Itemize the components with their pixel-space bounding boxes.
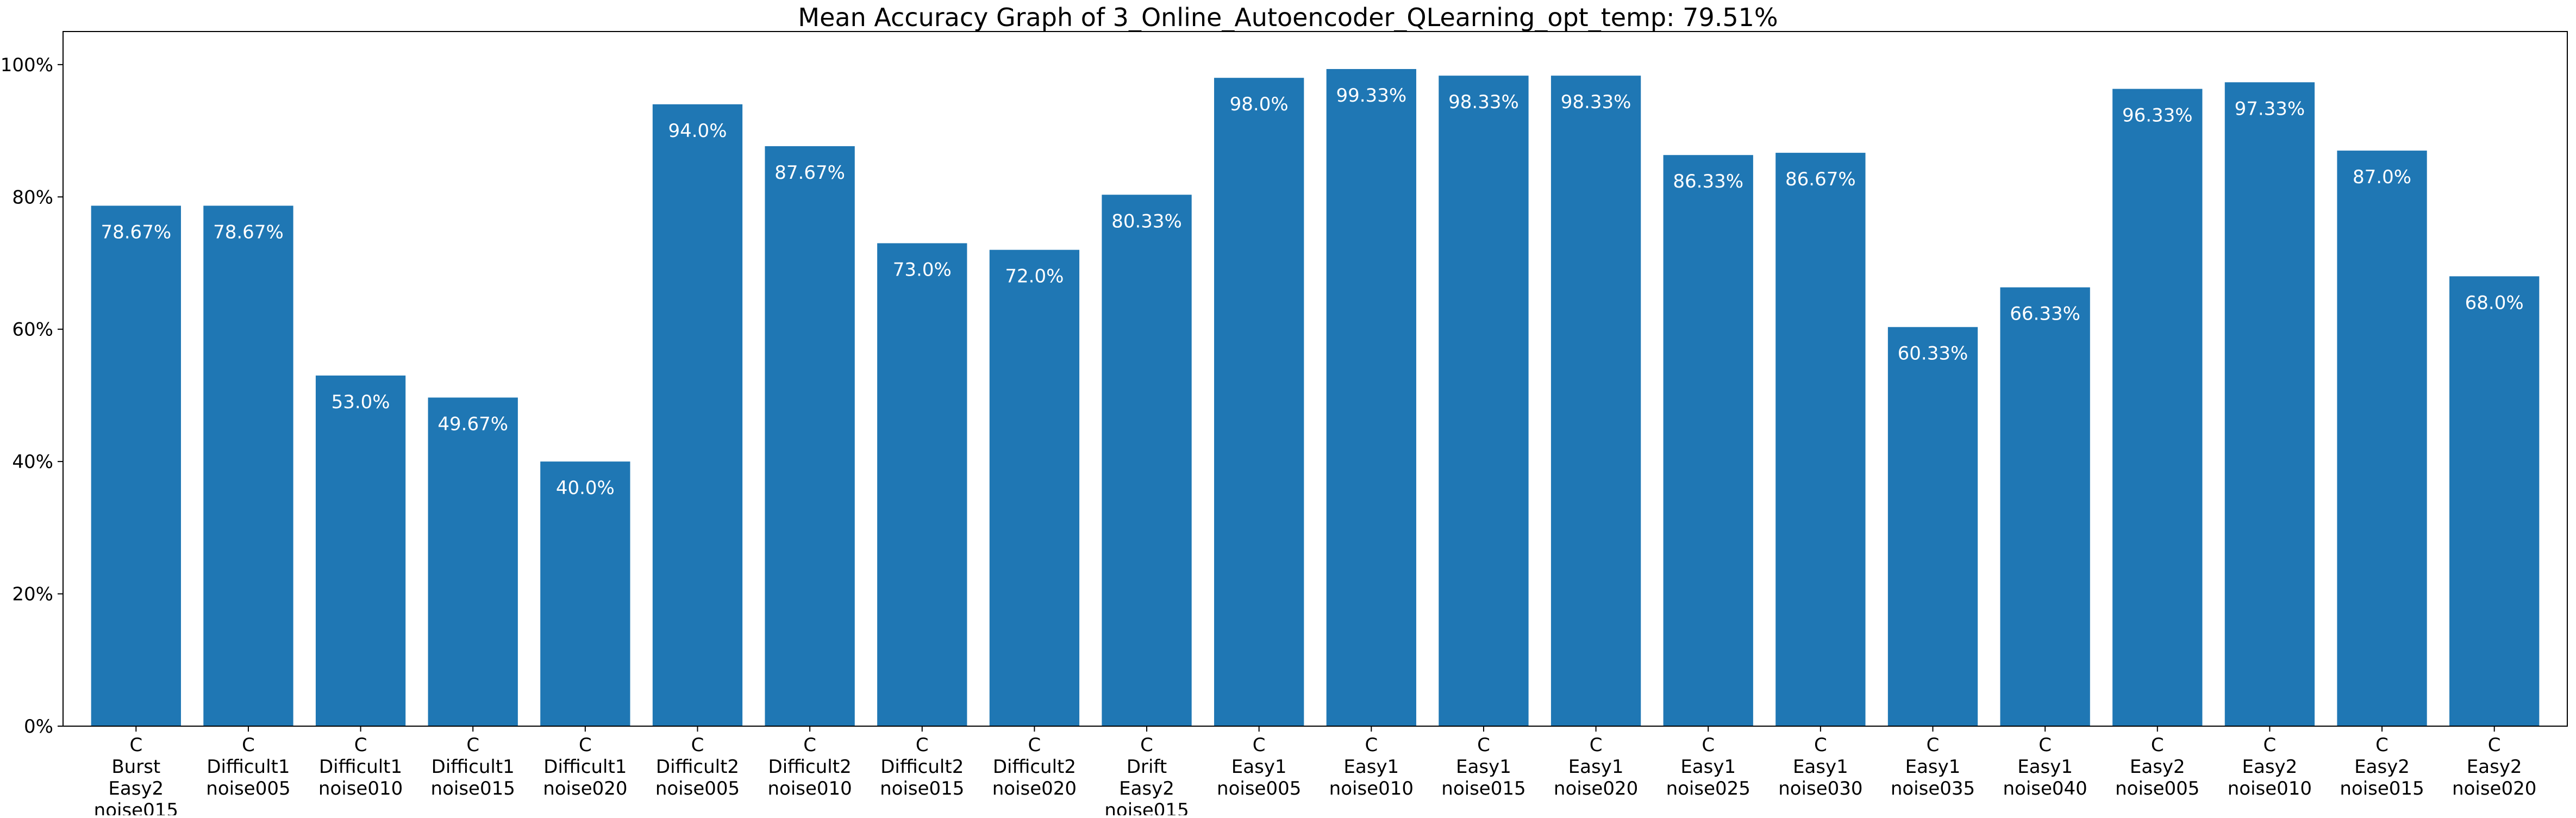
x-tick-label-0: C Burst Easy2 noise015 — [94, 734, 178, 815]
x-tick-label-18: C Easy2 noise005 — [2115, 734, 2199, 800]
plot-frame — [62, 31, 2568, 727]
bar-2 — [315, 375, 406, 726]
y-tick-label-2: 40% — [12, 451, 53, 473]
bar-4 — [540, 461, 630, 726]
data-label-18: 96.33% — [2122, 105, 2193, 127]
bar-18 — [2112, 89, 2203, 727]
x-tick-label-7: C Difficult2 noise015 — [880, 734, 964, 800]
x-tick-label-2: C Difficult1 noise010 — [318, 734, 403, 800]
bar-5 — [652, 104, 743, 726]
y-tick-label-4: 80% — [12, 186, 53, 208]
data-label-1: 78.67% — [213, 221, 284, 243]
data-label-6: 87.67% — [774, 162, 845, 184]
x-tick-label-1: C Difficult1 noise005 — [206, 734, 290, 800]
data-label-3: 49.67% — [437, 413, 508, 435]
x-axis: C Burst Easy2 noise015 C Difficult1 noise005 C D… — [94, 726, 2536, 818]
data-label-12: 98.33% — [1448, 91, 1519, 113]
data-label-9: 80.33% — [1111, 210, 1182, 232]
bar-12 — [1439, 76, 1529, 726]
data-label-7: 73.0% — [893, 259, 952, 280]
y-tick-label-3: 60% — [12, 319, 53, 341]
data-label-17: 66.33% — [2010, 303, 2080, 325]
bar-20 — [2337, 151, 2427, 727]
bar-19 — [2224, 82, 2315, 726]
x-tick-label-6: C Difficult2 noise010 — [767, 734, 852, 800]
data-labels-layer: 78.67% 78.67% 53.0% 49.67% 40.0% 94.0% 87.67% 7… — [101, 85, 2523, 499]
x-tick-label-12: C Easy1 noise015 — [1441, 734, 1525, 800]
x-tick-label-20: C Easy2 noise015 — [2340, 734, 2424, 800]
data-label-5: 94.0% — [668, 120, 727, 142]
bar-13 — [1550, 76, 1641, 726]
y-tick-label-1: 20% — [12, 584, 53, 605]
x-tick-label-8: C Difficult2 noise020 — [992, 734, 1077, 800]
x-tick-label-11: C Easy1 noise010 — [1329, 734, 1414, 800]
data-label-2: 53.0% — [332, 391, 390, 413]
data-label-0: 78.67% — [101, 221, 171, 243]
data-label-14: 86.33% — [1673, 171, 1743, 192]
bar-0 — [91, 205, 181, 726]
y-tick-label-5: 100% — [1, 54, 53, 76]
data-label-19: 97.33% — [2235, 98, 2305, 120]
data-label-21: 68.0% — [2465, 292, 2524, 314]
x-tick-label-9: C Drift Easy2 noise015 — [1104, 734, 1189, 815]
bar-7 — [877, 243, 967, 726]
x-tick-label-21: C Easy2 noise020 — [2452, 734, 2536, 800]
bar-1 — [203, 205, 293, 726]
bar-8 — [989, 249, 1080, 727]
bar-15 — [1775, 153, 1866, 726]
x-tick-label-16: C Easy1 noise035 — [1891, 734, 1975, 800]
x-tick-label-4: C Difficult1 noise020 — [543, 734, 627, 800]
data-label-20: 87.0% — [2353, 166, 2411, 188]
data-label-11: 99.33% — [1336, 85, 1406, 107]
bar-14 — [1663, 155, 1753, 726]
bar-16 — [1887, 327, 1978, 726]
data-label-10: 98.0% — [1230, 93, 1289, 115]
bar-10 — [1214, 78, 1304, 727]
data-label-15: 86.67% — [1785, 168, 1856, 190]
x-tick-label-17: C Easy1 noise040 — [2003, 734, 2087, 800]
data-label-8: 72.0% — [1005, 266, 1064, 288]
bar-3 — [428, 397, 518, 726]
bar-21 — [2449, 276, 2540, 726]
x-tick-label-5: C Difficult2 noise005 — [655, 734, 740, 800]
x-tick-label-14: C Easy1 noise025 — [1666, 734, 1750, 800]
x-tick-label-15: C Easy1 noise030 — [1778, 734, 1862, 800]
y-tick-label-0: 0% — [24, 716, 53, 738]
data-label-13: 98.33% — [1561, 91, 1631, 113]
bar-11 — [1326, 69, 1416, 727]
bar-9 — [1102, 195, 1192, 726]
x-tick-label-10: C Easy1 noise005 — [1217, 734, 1301, 800]
data-label-4: 40.0% — [556, 477, 615, 499]
bar-17 — [2000, 287, 2090, 726]
x-tick-label-13: C Easy1 noise020 — [1554, 734, 1638, 800]
y-axis: 0% 20% 40% 60% 80% 100% — [1, 54, 63, 738]
x-tick-label-3: C Difficult1 noise015 — [431, 734, 515, 800]
x-tick-label-19: C Easy2 noise010 — [2228, 734, 2312, 800]
bar-6 — [765, 146, 855, 726]
chart-title: Mean Accuracy Graph of 3_Online_Autoenco… — [798, 3, 1778, 32]
data-label-16: 60.33% — [1898, 343, 1968, 365]
bars-layer — [91, 69, 2540, 727]
